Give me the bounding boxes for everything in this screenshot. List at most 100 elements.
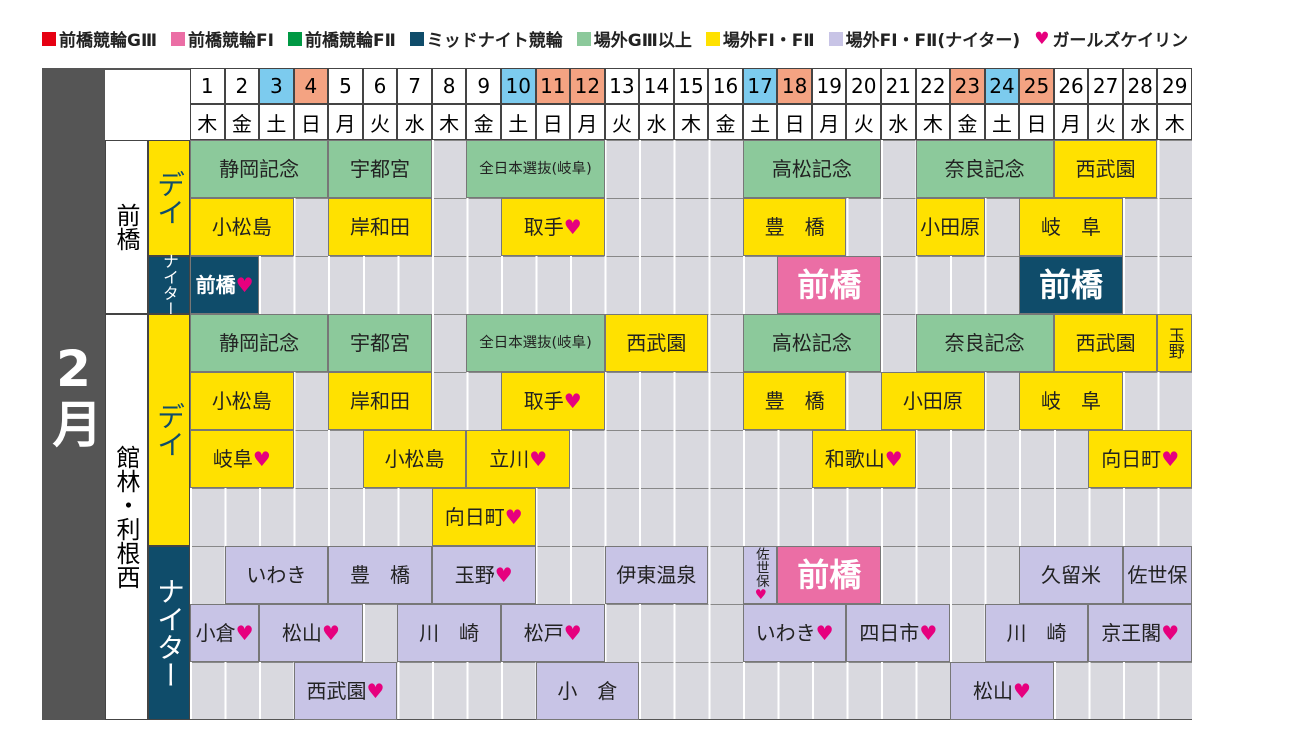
- legend-item: ♥ ガールズケイリン: [1034, 26, 1188, 52]
- legend-swatch: [409, 31, 424, 46]
- legend-item: 前橋競輪FⅠ: [171, 26, 274, 51]
- weekday: 日: [1019, 104, 1054, 140]
- legend-label: 前橋競輪GⅢ: [59, 31, 158, 51]
- event-block: 西武園 ♥: [293, 662, 398, 720]
- event-block: 小倉 ♥: [190, 604, 260, 662]
- day-number: 9: [466, 68, 501, 104]
- event-block: いわき ♥: [742, 604, 847, 662]
- day-number: 8: [431, 68, 467, 104]
- day-number: 22: [915, 68, 951, 104]
- legend-label: 前橋競輪FⅡ: [304, 31, 396, 51]
- event-block: 岐阜 ♥: [190, 430, 294, 488]
- weekday: 日: [777, 104, 812, 140]
- event-block: 小田原: [915, 198, 985, 256]
- event-block: 前橋: [1019, 256, 1123, 314]
- day-number: 24: [984, 68, 1020, 104]
- weekday: 木: [915, 104, 951, 140]
- day-number: 10: [500, 68, 536, 104]
- session-label: デイ: [148, 314, 190, 546]
- weekday: 金: [466, 104, 501, 140]
- event-block: 全日本選抜(岐阜): [466, 314, 605, 372]
- day-number: 11: [535, 68, 571, 104]
- event-block: 向日町 ♥: [1088, 430, 1192, 488]
- session-label: ナイター: [148, 546, 190, 720]
- event-block: 西武園: [604, 314, 709, 372]
- weekday: 日: [535, 104, 571, 140]
- day-number: 23: [950, 68, 985, 104]
- session-label: デイ: [148, 140, 190, 256]
- day-number: 13: [604, 68, 640, 104]
- event-block: 松山 ♥: [259, 604, 363, 662]
- event-block: 小田原: [881, 372, 985, 430]
- weekday: 月: [811, 104, 847, 140]
- legend-swatch: [576, 31, 591, 46]
- legend-item: 場外GⅢ以上: [576, 26, 692, 51]
- event-block: 奈良記念: [915, 314, 1054, 372]
- event-block: 西武園: [1053, 314, 1158, 372]
- event-block: 前橋: [777, 546, 882, 604]
- day-number: 1: [190, 68, 225, 104]
- weekday: 火: [846, 104, 882, 140]
- legend-label: 場外FⅠ・FⅡ(ナイター): [845, 31, 1021, 51]
- weekday: 木: [673, 104, 709, 140]
- weekday: 火: [1088, 104, 1123, 140]
- weekday: 火: [604, 104, 640, 140]
- day-number: 28: [1122, 68, 1158, 104]
- event-block: 宇都宮: [328, 314, 432, 372]
- legend-symbol: ♥: [1034, 28, 1050, 49]
- event-block: 佐世保 ♥: [742, 546, 778, 604]
- weekday: 土: [742, 104, 778, 140]
- legend: 前橋競輪GⅢ 前橋競輪FⅠ 前橋競輪FⅡ ミッドナイト競輪 場外GⅢ以上 場外FⅠ・FⅡ 場…: [42, 26, 1188, 51]
- day-number: 4: [293, 68, 329, 104]
- event-block: いわき: [224, 546, 329, 604]
- day-number: 20: [846, 68, 882, 104]
- legend-item: 前橋競輪GⅢ: [42, 26, 157, 51]
- event-block: 伊東温泉: [604, 546, 709, 604]
- event-block: 前橋 ♥: [190, 256, 260, 314]
- weekday: 日: [293, 104, 329, 140]
- day-number: 3: [259, 68, 294, 104]
- weekday: 水: [639, 104, 674, 140]
- event-block: 小 倉: [535, 662, 640, 720]
- month-label: 2月: [42, 68, 105, 720]
- weekday: 木: [190, 104, 225, 140]
- day-number: 17: [742, 68, 778, 104]
- event-block: 松戸 ♥: [500, 604, 605, 662]
- weekday: 月: [328, 104, 363, 140]
- event-block: 豊 橋: [742, 372, 847, 430]
- legend-label: 前橋競輪FⅠ: [188, 31, 274, 51]
- event-block: 久留米: [1019, 546, 1123, 604]
- weekday: 水: [397, 104, 432, 140]
- event-block: 松山 ♥: [950, 662, 1054, 720]
- event-block: 向日町 ♥: [431, 488, 536, 546]
- day-number: 21: [881, 68, 916, 104]
- event-block: 和歌山 ♥: [811, 430, 916, 488]
- event-block: 岸和田: [328, 198, 432, 256]
- event-block: 小松島: [362, 430, 467, 488]
- legend-item: ミッドナイト競輪: [409, 26, 563, 51]
- event-block: 高松記念: [742, 140, 882, 198]
- event-block: 川 崎: [397, 604, 501, 662]
- weekday: 水: [1122, 104, 1158, 140]
- day-number: 2: [224, 68, 260, 104]
- event-block: 豊 橋: [742, 198, 847, 256]
- event-block: 取手 ♥: [500, 372, 605, 430]
- weekday: 金: [224, 104, 260, 140]
- event-block: 奈良記念: [915, 140, 1054, 198]
- day-number: 5: [328, 68, 363, 104]
- event-block: 岸和田: [328, 372, 432, 430]
- day-number: 19: [811, 68, 847, 104]
- day-number: 16: [708, 68, 743, 104]
- legend-label: 場外GⅢ以上: [593, 31, 692, 51]
- event-block: 小松島: [190, 198, 294, 256]
- day-number: 26: [1053, 68, 1089, 104]
- legend-item: 場外FⅠ・FⅡ: [705, 26, 815, 51]
- weekday: 月: [1053, 104, 1089, 140]
- legend-label: ミッドナイト競輪: [426, 31, 563, 51]
- event-block: 玉野 ♥: [431, 546, 536, 604]
- legend-item: 前橋競輪FⅡ: [287, 26, 396, 51]
- event-block: 佐世保: [1122, 546, 1192, 604]
- event-block: 取手 ♥: [500, 198, 605, 256]
- event-block: 四日市 ♥: [846, 604, 951, 662]
